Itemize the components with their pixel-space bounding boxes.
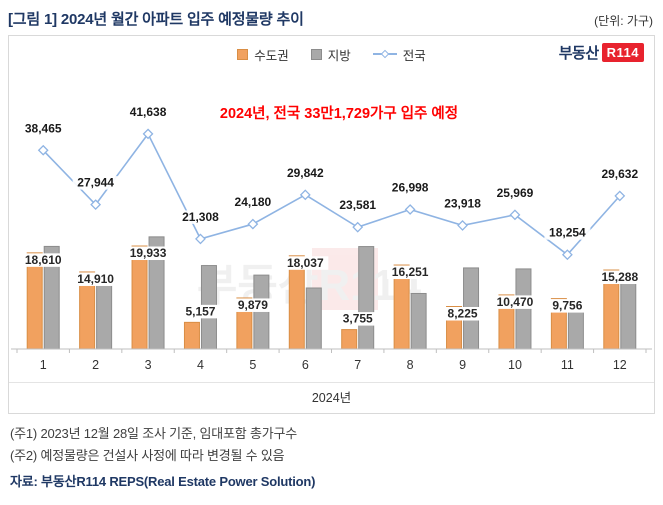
jeonguk-line-swatch-icon [372,49,397,59]
bar-label-m3: 19,933 [130,246,167,260]
line-marker-m6 [299,189,311,201]
chart-plot-area: 부동산R114 18,610 14,910 19,933 5,157 9,879 18,03… [9,72,654,382]
chart-legend: 수도권 지방 전국 [237,45,426,64]
line-label-m2: 27,944 [77,176,114,190]
bar-1-m6 [305,287,322,350]
month-label-4: 4 [197,358,204,372]
bar-label-m5: 9,879 [238,298,268,312]
x-axis-title: 2024년 [9,382,654,413]
line-label-m4: 21,308 [182,210,219,224]
legend-label-sudogwon: 수도권 [254,48,289,63]
bar-label-m12: 15,288 [601,270,638,284]
jeonguk-value-labels: 38,465 27,944 41,638 21,308 24,180 29,842 23,5… [20,105,643,240]
month-label-2: 2 [92,358,99,372]
bar-label-m10: 10,470 [497,295,534,309]
unit-label: (단위: 가구) [594,14,653,28]
line-marker-m10 [509,209,521,221]
line-label-m3: 41,638 [130,105,167,119]
bar-label-m7: 3,755 [343,312,373,326]
logo-text: 부동산 [558,45,599,62]
bar-0-m3 [131,245,148,350]
bar-1-m12 [620,274,637,350]
legend-label-jeonguk: 전국 [402,48,426,63]
bar-0-m7 [341,329,358,350]
month-label-1: 1 [40,358,47,372]
bar-1-m8 [410,292,427,350]
month-label-11: 11 [561,358,574,372]
bar-0-m4 [183,321,200,350]
line-marker-m12 [614,190,626,202]
diamond-marker-icon [380,49,389,59]
line-marker-m9 [457,220,468,231]
sudogwon-value-labels: 18,610 14,910 19,933 5,157 9,879 18,037 3,755 1… [20,246,643,326]
footnote-2: (주2) 예정물량은 건설사 사정에 따라 변경될 수 있음 [10,447,285,463]
month-label-7: 7 [354,358,361,372]
bar-label-m6: 18,037 [287,256,324,270]
bar-1-m7 [358,246,375,350]
r114-logo: 부동산 R114 [559,42,644,63]
sudogwon-swatch-icon [237,48,249,60]
line-label-m5: 24,180 [235,195,272,209]
source-line: 자료: 부동산R114 REPS(Real Estate Power Solut… [10,473,316,489]
line-label-m11: 18,254 [549,226,586,240]
bar-label-m11: 9,756 [552,299,582,313]
line-label-m9: 23,918 [444,196,481,210]
figure-header: [그림 1] 2024년 월간 아파트 입주 예정물량 추이 (단위: 가구) [8,8,655,35]
legend-item-jibang: 지방 [310,45,351,64]
line-label-m1: 38,465 [25,121,62,135]
line-label-m12: 29,632 [601,167,638,181]
chart-container: 수도권 지방 전국 부동산 R114 부동산R114 18,610 14,910 19… [8,35,655,414]
bar-label-m1: 18,610 [25,253,62,267]
jibang-swatch-icon [310,48,322,60]
bar-label-m4: 5,157 [185,304,215,318]
line-marker-m4 [195,233,206,245]
line-marker-m1 [37,144,49,156]
footnotes: (주1) 2023년 12월 28일 조사 기준, 임대포함 총가구수 (주2)… [8,414,655,492]
legend-row: 수도권 지방 전국 부동산 R114 [9,36,654,72]
line-label-m8: 26,998 [392,181,429,195]
line-marker-m3 [142,128,154,140]
line-label-m6: 29,842 [287,166,324,180]
bar-label-m2: 14,910 [77,272,114,286]
month-label-5: 5 [249,358,256,372]
line-marker-m7 [352,221,364,233]
line-marker-m11 [561,249,573,261]
bar-label-m8: 16,251 [392,265,429,279]
line-label-m7: 23,581 [339,198,376,212]
month-labels: 1 2 3 4 5 6 7 8 9 10 11 12 [40,358,627,372]
line-marker-m8 [404,204,416,215]
line-label-m10: 25,969 [497,186,534,200]
bar-1-m5 [253,274,270,350]
legend-item-sudogwon: 수도권 [237,45,289,64]
footnote-1: (주1) 2023년 12월 28일 조사 기준, 임대포함 총가구수 [10,426,297,441]
line-marker-m5 [247,218,259,230]
figure-title: [그림 1] 2024년 월간 아파트 입주 예정물량 추이 [8,11,304,28]
line-marker-m2 [90,199,102,211]
bar-label-m9: 8,225 [448,307,478,321]
jeonguk-line [42,132,621,256]
month-label-12: 12 [613,358,627,372]
legend-label-jibang: 지방 [327,48,351,63]
legend-item-jeonguk: 전국 [372,45,426,64]
month-label-8: 8 [407,358,414,372]
month-label-9: 9 [459,358,466,372]
bar-1-m10 [515,268,532,350]
month-label-3: 3 [145,358,152,372]
annotation-text: 2024년, 전국 33만1,729가구 입주 예정 [220,104,458,122]
month-label-6: 6 [302,358,309,372]
month-label-10: 10 [508,358,522,372]
logo-badge: R114 [601,43,644,62]
bar-1-m2 [96,281,113,350]
bar-0-m1 [26,252,43,350]
